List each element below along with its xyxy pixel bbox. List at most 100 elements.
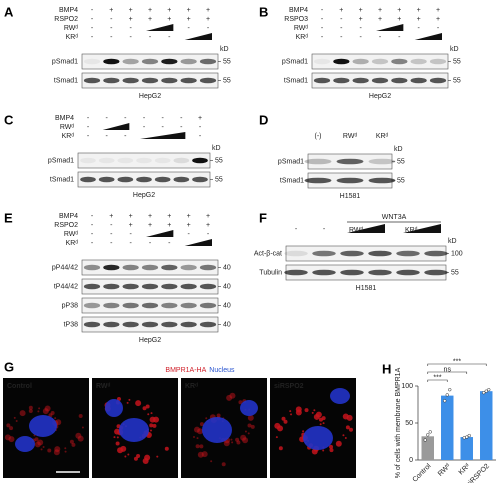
treatment-mark: + [129,222,133,229]
treatment-mark: - [143,115,146,122]
membrane-signal [283,419,288,424]
membrane-signal [78,414,83,419]
wedge-label: RWᵈ [349,227,364,234]
panel-label: C [4,112,14,127]
band [199,302,217,309]
membrane-signal [322,449,325,452]
panel-label: F [259,210,267,225]
dose-wedge [376,24,404,31]
bar [480,391,493,460]
treatment-name: KRᵈ [62,133,75,140]
band [154,157,171,164]
treatment-mark: + [187,7,191,14]
membrane-signal [205,417,208,420]
treatment-name: BMP4 [59,7,78,14]
membrane-signal [240,434,247,441]
kd-unit: kD [220,46,229,53]
membrane-signal [9,426,14,431]
dose-wedge [146,230,174,237]
treatment-mark: - [323,226,326,233]
treatment-mark: + [206,222,210,229]
band [336,177,364,184]
kd-value: 55 [397,158,405,165]
nucleus [330,388,350,404]
image-label: KRᵈ [185,383,198,390]
dose-wedge [403,224,441,233]
significance-bracket [427,379,448,382]
band [371,77,389,84]
band [391,58,408,65]
treatment-name: KRᵈ [66,240,79,247]
treatment-mark: - [91,16,94,23]
cell-line: HepG2 [369,93,391,100]
treatment-mark: - [321,34,324,41]
treatment-mark: + [417,7,421,14]
treatment-mark: - [105,133,108,140]
membrane-signal [275,436,278,439]
panel-label: E [4,210,13,225]
blot-name: tP38 [64,321,79,328]
membrane-signal [238,400,243,405]
band [141,58,159,65]
treatment-mark: + [148,222,152,229]
treatment-mark: + [359,16,363,23]
panel-label: D [259,112,268,127]
kd-value: 55 [397,177,405,184]
panel-label: G [4,359,14,374]
membrane-signal [145,404,150,409]
band [154,176,171,183]
kd-value: 55 [215,157,223,164]
treatment-mark: - [129,240,132,247]
band [192,157,208,164]
membrane-signal [342,434,345,437]
membrane-signal [42,445,45,448]
treatment-mark: - [87,124,90,131]
membrane-signal [319,423,322,426]
membrane-signal [54,446,61,453]
blot-name: Act-β-cat [254,250,282,257]
nucleus [105,399,123,417]
membrane-signal [250,424,255,429]
membrane-signal [164,446,169,451]
membrane-signal [221,462,226,467]
membrane-signal [54,417,57,420]
band [103,264,120,271]
treatment-name: RWᵈ [64,25,79,32]
kd-value: 40 [223,302,231,309]
kd-value: 40 [223,321,231,328]
membrane-signal [75,432,82,439]
band [371,58,389,65]
membrane-signal [124,455,127,458]
band [161,264,178,271]
band [141,264,159,271]
membrane-signal [344,436,347,439]
membrane-signal [6,423,11,428]
cell-line: HepG2 [139,93,161,100]
x-tick-label: Control [412,462,433,483]
treatment-mark: - [91,25,94,32]
band [199,77,217,84]
treatment-mark: - [143,124,146,131]
band [122,264,139,271]
dose-wedge [184,239,212,246]
membrane-signal [64,450,67,453]
treatment-mark: - [161,115,164,122]
band [333,58,350,65]
dose-wedge [146,24,174,31]
membrane-signal [150,412,153,415]
band [199,264,217,271]
membrane-signal [120,445,127,452]
treatment-mark: - [105,115,108,122]
blot-name: pSmad1 [278,158,304,165]
band [103,302,120,309]
membrane-signal [156,455,159,458]
dose-wedge [102,123,130,130]
membrane-signal [47,448,52,453]
bar [460,437,473,460]
blot-name: tSmad1 [50,176,74,183]
treatment-mark: + [206,7,210,14]
y-tick-label: 50 [405,420,413,427]
treatment-mark: - [180,124,183,131]
wedge-label: KRᵈ [405,227,418,234]
